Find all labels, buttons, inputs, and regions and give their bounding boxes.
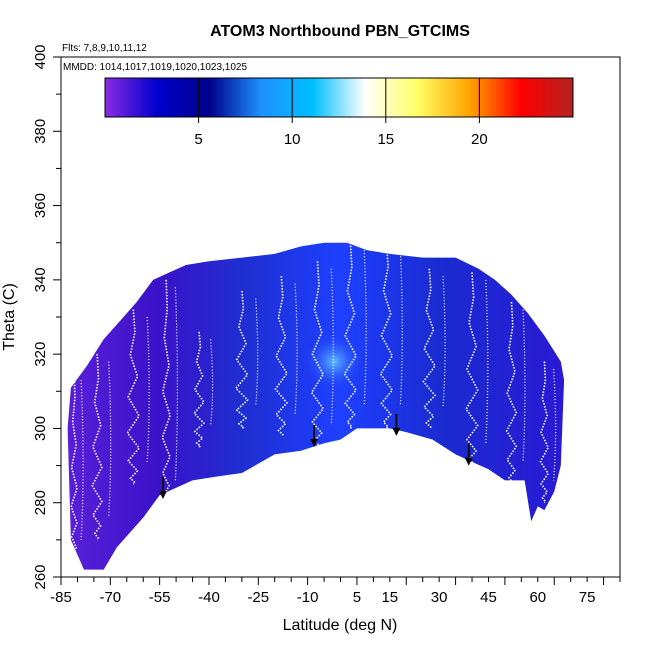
flight-profile-return xyxy=(174,287,178,481)
flight-profile-return xyxy=(399,250,403,407)
flight-profile-return xyxy=(363,250,367,407)
high-value-region xyxy=(303,333,364,390)
coverage-polygon xyxy=(67,242,565,570)
flight-profile-return xyxy=(146,316,150,462)
flight-profile xyxy=(539,361,549,504)
flight-profile-return xyxy=(210,339,214,425)
colorbar-bar xyxy=(104,77,574,118)
flight-profile-return xyxy=(108,361,112,518)
flight-profile xyxy=(235,290,249,430)
colorbar-tick-label: 10 xyxy=(284,131,301,148)
colorbar-tick-label: 5 xyxy=(194,131,202,148)
flight-profile-return xyxy=(522,309,526,462)
y-tick-label: 280 xyxy=(32,490,49,515)
x-axis: -85 -70 -55 -40 -25 -10 5 15 30 45 60 75 xyxy=(50,577,621,606)
colorbar-tick-label: 15 xyxy=(377,131,394,148)
x-tick-label: 45 xyxy=(480,589,497,606)
flight-profile-return xyxy=(294,283,298,414)
flight-profile xyxy=(310,261,324,448)
flight-profile xyxy=(161,279,171,504)
x-axis-label: Latitude (deg N) xyxy=(283,617,398,634)
x-tick-label: -85 xyxy=(50,589,72,606)
arrow-head xyxy=(310,439,319,447)
flight-profile-return xyxy=(255,298,259,407)
flight-profile xyxy=(91,354,103,541)
x-tick-label: 30 xyxy=(431,589,448,606)
colorbar-tick-label: 20 xyxy=(471,131,488,148)
flight-profile xyxy=(274,276,288,437)
y-tick-label: 400 xyxy=(32,44,49,69)
y-axis: 260 280 300 320 340 360 380 400 xyxy=(32,44,61,590)
flight-profile-return xyxy=(330,268,334,425)
flight-profile-return xyxy=(442,276,446,407)
x-tick-label: -55 xyxy=(149,589,171,606)
x-tick-label: 5 xyxy=(353,589,361,606)
coverage-field xyxy=(67,242,565,570)
flights-note: Flts: 7,8,9,10,11,12 xyxy=(62,43,147,54)
arrow-head xyxy=(392,427,401,436)
y-tick-label: 380 xyxy=(32,119,49,144)
arrow-markers xyxy=(158,413,473,499)
flight-profile xyxy=(422,268,436,430)
flight-profile xyxy=(70,372,78,563)
arrow-head xyxy=(158,491,167,499)
flight-profile-return xyxy=(553,368,557,481)
y-tick-label: 360 xyxy=(32,193,49,218)
dates-note: MMDD: 1014,1017,1019,1020,1023,1025 xyxy=(63,62,247,73)
flight-profiles xyxy=(70,242,557,563)
x-tick-label: -25 xyxy=(247,589,269,606)
y-axis-label: Theta (C) xyxy=(1,283,18,351)
y-tick-label: 300 xyxy=(32,416,49,441)
x-tick-label: 75 xyxy=(579,589,596,606)
flight-profile xyxy=(343,242,357,429)
x-tick-label: -10 xyxy=(297,589,319,606)
x-tick-label: -70 xyxy=(99,589,121,606)
colorbar: 5 10 15 20 xyxy=(104,77,574,148)
x-tick-label: -40 xyxy=(198,589,220,606)
flight-profile xyxy=(505,302,518,485)
x-tick-label: 60 xyxy=(529,589,546,606)
flight-profile xyxy=(193,331,205,448)
y-tick-label: 320 xyxy=(32,342,49,367)
x-tick-label: 15 xyxy=(381,589,398,606)
chart-title: ATOM3 Northbound PBN_GTCIMS xyxy=(210,23,470,40)
flight-profile xyxy=(379,242,394,429)
y-tick-label: 260 xyxy=(32,564,49,589)
arrow-head xyxy=(464,457,473,466)
flight-profile xyxy=(126,309,140,485)
y-tick-label: 340 xyxy=(32,267,49,292)
